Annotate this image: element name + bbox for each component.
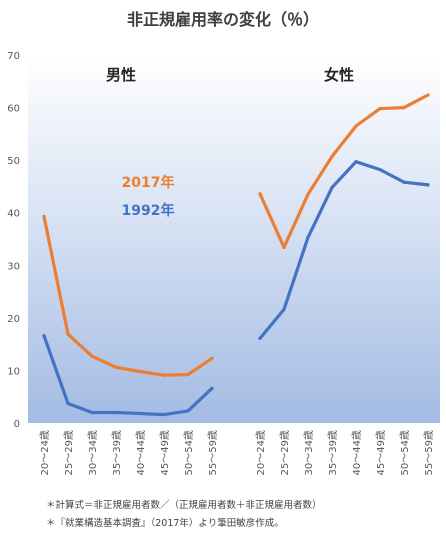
legend-label: 1992年 [122,202,175,219]
data-point [210,386,214,390]
data-point [66,332,70,336]
x-tick-label: 30～34歳 [303,430,315,475]
data-point [282,307,286,311]
data-point [402,106,406,110]
panel-label: 男性 [106,66,136,84]
data-point [426,93,430,97]
x-axis: 20～24歳 25～29歳 30～34歳 35～39歳 40～44歳 45～49歳 50～5… [39,430,435,475]
x-tick-label: 20～24歳 [39,430,51,475]
data-point [378,168,382,172]
series-line [42,214,214,377]
data-point [186,373,190,377]
data-point [42,214,46,218]
series-line [42,334,214,417]
series-line [258,160,430,340]
x-tick-label: 30～34歳 [87,430,99,475]
data-point [114,365,118,369]
data-point [90,354,94,358]
x-tick-label: 35～39歳 [111,430,123,475]
x-tick-label: 50～54歳 [399,430,411,475]
x-tick-label: 45～49歳 [159,430,171,475]
data-point [186,409,190,413]
data-point [306,235,310,239]
y-axis: 0 10 20 30 40 50 60 70 [7,51,20,430]
x-tick-label: 40～44歳 [135,430,147,475]
data-point [330,154,334,159]
data-point [162,413,166,417]
data-point [138,411,142,416]
legend-label: 2017年 [122,174,175,191]
series-line [258,93,430,249]
data-point [42,334,46,338]
x-tick-label: 40～44歳 [351,430,363,475]
data-point [258,336,262,340]
data-point [114,410,118,415]
y-tick-label: 20 [7,314,20,325]
y-tick-label: 60 [7,104,20,115]
x-tick-label: 20～24歳 [255,430,267,475]
data-point [162,373,166,377]
data-point [402,180,406,184]
data-point [138,369,142,374]
formula-note: ＊計算式＝非正規雇用者数／（正規雇用者数＋非正規雇用者数） [46,500,322,511]
data-point [354,160,358,164]
x-tick-label: 25～29歳 [279,430,291,475]
x-tick-label: 55～59歳 [207,430,219,475]
x-tick-label: 50～54歳 [183,430,195,475]
x-tick-label: 35～39歳 [327,430,339,475]
panel-labels: 男性 女性 [106,66,354,84]
data-point [90,410,94,415]
x-tick-label: 25～29歳 [63,430,75,475]
x-tick-label: 45～49歳 [375,430,387,475]
source-note: ＊『就業構造基本調査』（2017年）より筆田敏彦作成。 [46,518,284,529]
data-point [354,124,358,128]
data-point [210,356,214,360]
y-tick-label: 30 [7,261,20,272]
y-tick-label: 50 [7,156,20,167]
series-lines [42,93,430,417]
data-point [66,401,70,406]
x-tick-label: 55～59歳 [423,430,435,475]
chart-title: 非正規雇用率の変化（％） [127,10,319,29]
data-point [378,107,382,111]
y-tick-label: 0 [14,419,20,430]
data-point [426,183,430,187]
data-point [330,185,334,190]
data-point [306,192,310,196]
data-point [282,245,286,249]
panel-label: 女性 [324,66,354,84]
y-tick-label: 40 [7,209,20,220]
legend: 2017年 1992年 [122,174,175,219]
y-tick-label: 70 [7,51,20,62]
y-tick-label: 10 [7,366,20,377]
data-point [258,192,262,196]
